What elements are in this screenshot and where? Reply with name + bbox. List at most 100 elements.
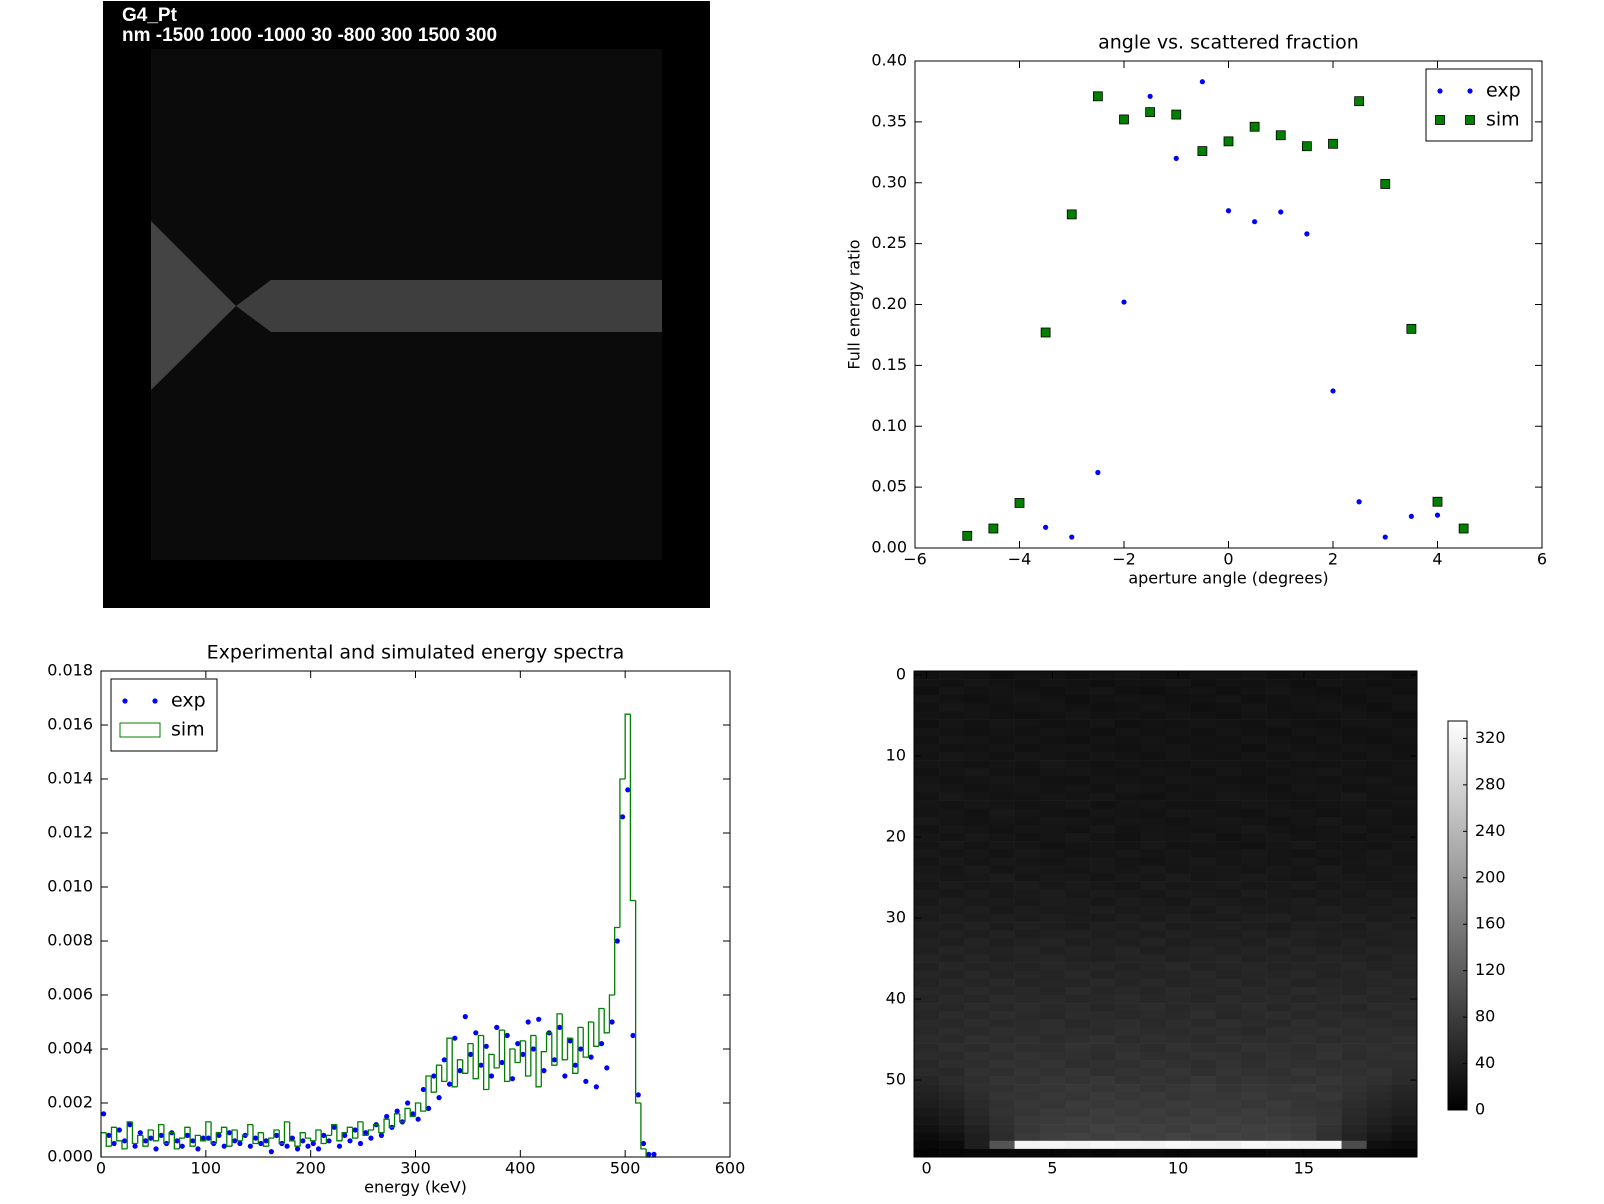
heatmap-cell [939, 1132, 965, 1142]
heatmap-cell [914, 776, 940, 785]
heatmap-cell [1115, 792, 1141, 801]
heatmap-cell [1291, 849, 1317, 858]
heatmap-cell [1090, 760, 1116, 769]
heatmap-cell [1215, 1116, 1242, 1125]
heatmap-cell [1140, 1067, 1166, 1077]
heatmap-cell [1366, 849, 1393, 858]
heatmap-cell [1266, 1003, 1292, 1012]
data-point [1225, 208, 1232, 214]
data-point [541, 1068, 547, 1074]
chart: Experimental and simulated energy spectr… [47, 642, 745, 1197]
data-point [253, 1135, 259, 1141]
heatmap-cell [939, 1059, 965, 1069]
heatmap-cell [1039, 1019, 1066, 1028]
heatmap-cell [1240, 719, 1267, 728]
heatmap-cell [1014, 1051, 1041, 1061]
heatmap-cell [1366, 922, 1393, 931]
heatmap-cell [1366, 881, 1393, 890]
histogram-step [310, 1138, 316, 1142]
heatmap-cell [964, 768, 990, 777]
heatmap-cell [1316, 816, 1342, 826]
histogram-step [425, 1075, 432, 1112]
heatmap-cell [1115, 1100, 1141, 1109]
heatmap-cell [1039, 784, 1066, 793]
heatmap-cell [1064, 760, 1091, 769]
heatmap-cell [1064, 1019, 1091, 1028]
heatmap-cell [1291, 1051, 1317, 1061]
data-point [1301, 141, 1312, 152]
heatmap-cell [989, 1059, 1015, 1069]
data-point [1406, 323, 1417, 334]
heatmap-cell [1014, 905, 1041, 915]
heatmap-cell [1316, 914, 1342, 923]
data-point [578, 1046, 584, 1052]
heatmap-cell [1266, 792, 1292, 801]
heatmap-cell [1215, 1051, 1242, 1061]
heatmap-cell [1240, 1003, 1267, 1012]
heatmap-cell [1316, 995, 1342, 1004]
data-point [1382, 534, 1388, 540]
heatmap-cell [1366, 703, 1393, 712]
heatmap-cell [1064, 1011, 1091, 1020]
heatmap-cell [1341, 873, 1367, 882]
heatmap-cell [1014, 857, 1041, 866]
heatmap-cell [1266, 1100, 1292, 1109]
heatmap-cell [1064, 1027, 1091, 1036]
x-tick-label: −4 [1008, 550, 1032, 569]
heatmap-cell [1291, 711, 1317, 720]
heatmap-cell [1190, 889, 1217, 899]
heatmap-cell [1115, 841, 1141, 850]
heatmap-cell [1115, 1084, 1141, 1093]
heatmap-cell [1140, 841, 1166, 850]
heatmap-cell [1341, 711, 1367, 720]
heatmap-cell [1039, 1035, 1066, 1044]
heatmap-cell [1391, 1108, 1418, 1117]
data-point [488, 1073, 495, 1079]
histogram-step [110, 1126, 117, 1147]
x-tick-label: 200 [295, 1159, 326, 1178]
heatmap-cell [1039, 1059, 1066, 1069]
histogram-step [178, 1137, 185, 1149]
heatmap-cell [939, 922, 965, 931]
heatmap-cell [1316, 679, 1342, 688]
heatmap-cell [1366, 1092, 1393, 1101]
chart-title: angle vs. scattered fraction [1098, 32, 1359, 54]
heatmap-cell [1215, 857, 1242, 866]
heatmap-cell [1215, 946, 1242, 955]
heatmap-cell [989, 703, 1015, 712]
heatmap-cell [914, 1067, 940, 1077]
y-tick-label: 0.05 [871, 477, 907, 496]
heatmap-cell [1014, 1132, 1041, 1142]
heatmap-cell [1266, 946, 1292, 955]
geometry-subtitle: nm -1500 1000 -1000 30 -800 300 1500 300 [122, 25, 497, 46]
heatmap-cell [1215, 808, 1242, 818]
heatmap-cell [1090, 922, 1116, 931]
heatmap-cell [1316, 703, 1342, 712]
heatmap-cell [1115, 1027, 1141, 1036]
y-axis-label: Full energy ratio [845, 239, 864, 369]
heatmap-cell [1366, 970, 1393, 980]
heatmap-cell [964, 800, 990, 809]
heatmap-cell [1140, 938, 1166, 947]
heatmap-cell [1316, 1043, 1342, 1052]
y-tick-label: 0.008 [47, 931, 93, 950]
heatmap-cell [1291, 1067, 1317, 1077]
heatmap-cell [1366, 1027, 1393, 1036]
heatmap-cell [1190, 946, 1217, 955]
heatmap-cell [1090, 703, 1116, 712]
heatmap-cell [1215, 719, 1242, 728]
heatmap-cell [1240, 1019, 1267, 1028]
heatmap-cell [989, 1043, 1015, 1052]
heatmap-cell [1316, 743, 1342, 753]
histogram-step [420, 1103, 426, 1112]
heatmap-cell [1240, 865, 1267, 874]
heatmap-cell [1316, 1019, 1342, 1028]
data-point [347, 1138, 353, 1144]
heatmap-cell [1140, 954, 1166, 963]
heatmap-cell [914, 1084, 940, 1093]
heatmap-cell [1064, 849, 1091, 858]
heatmap-cell [914, 1116, 940, 1125]
heatmap-cell [1240, 986, 1267, 996]
heatmap-cell [1140, 873, 1166, 882]
heatmap-cell [1014, 1148, 1041, 1158]
